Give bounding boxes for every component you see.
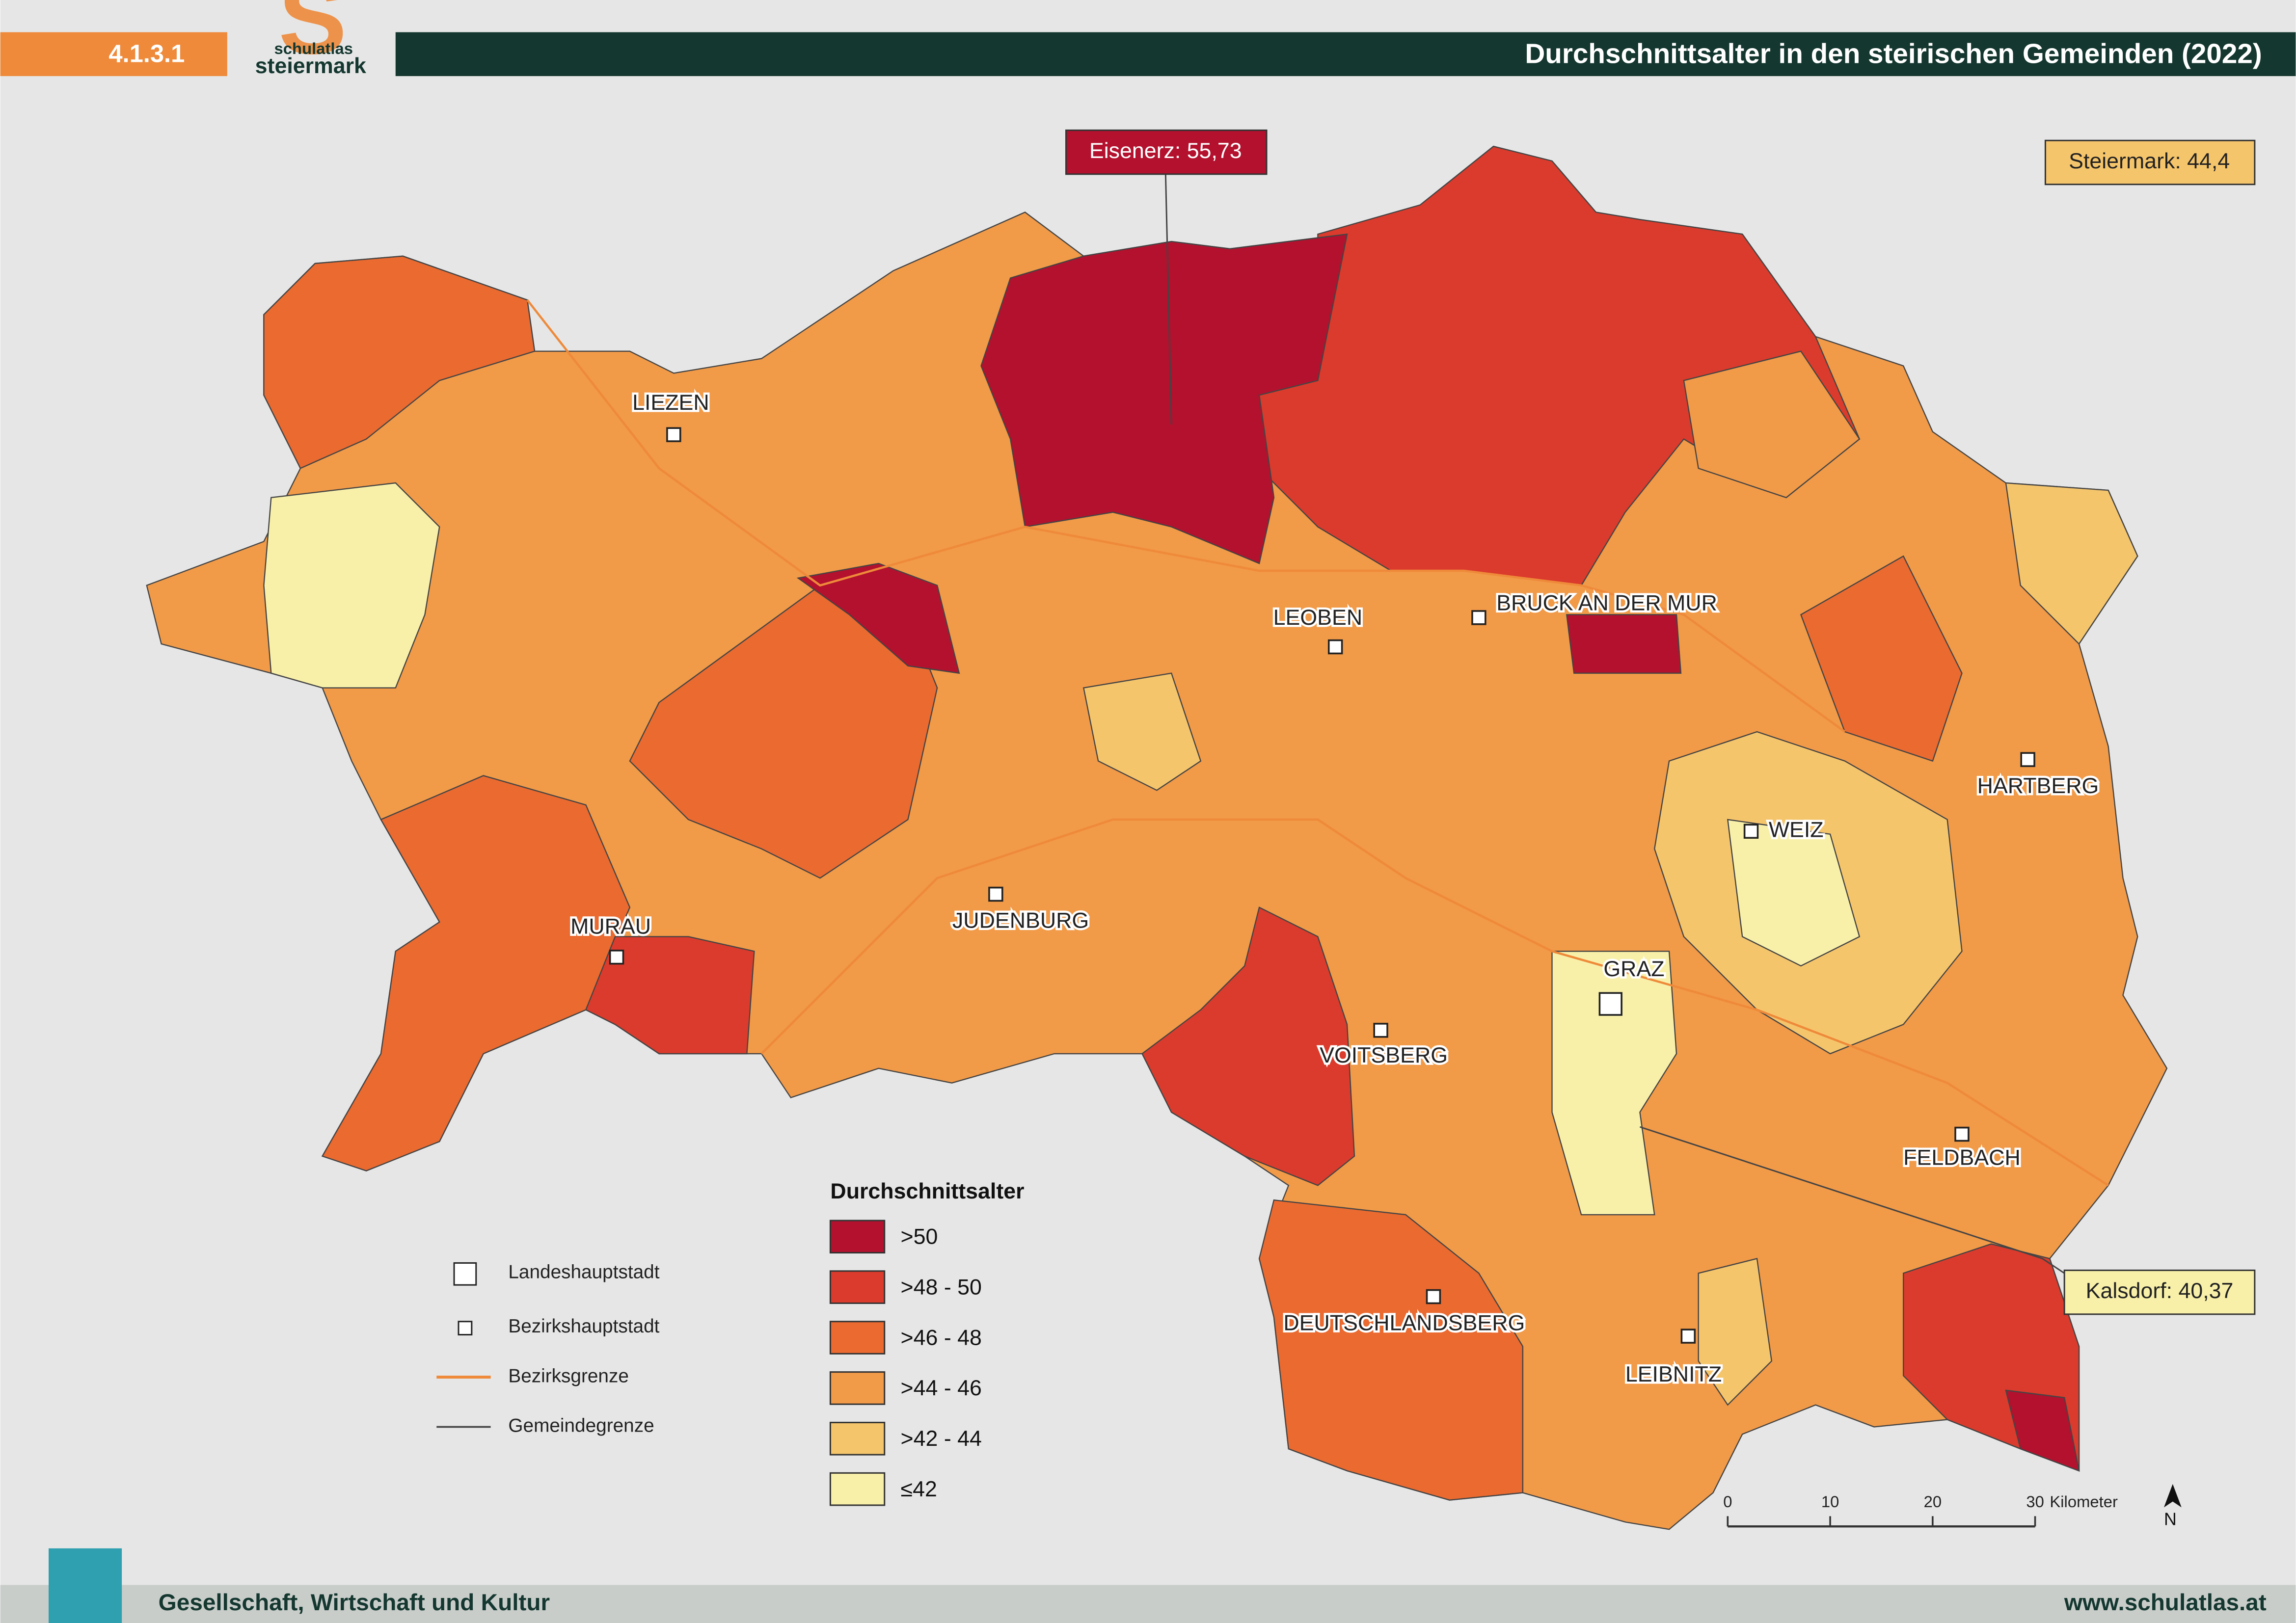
callout-box xyxy=(2063,1269,2256,1315)
legend-label: >46 - 48 xyxy=(901,1326,982,1350)
symbol-label: Gemeindegrenze xyxy=(508,1415,654,1437)
symbol-label: Bezirkshauptstadt xyxy=(508,1316,659,1337)
region xyxy=(1141,906,1355,1186)
title: Durchschnittsalter in den steirischen Ge… xyxy=(1525,38,2262,69)
region xyxy=(980,233,1348,564)
scale-label: 20 xyxy=(1924,1492,1942,1511)
legend-swatch xyxy=(829,1472,886,1506)
region xyxy=(796,562,960,674)
scale-unit: Kilometer xyxy=(2050,1492,2118,1511)
city-square xyxy=(1680,1329,1696,1344)
map-code: 4.1.3.1 xyxy=(108,40,185,68)
title-bar xyxy=(395,32,2296,77)
legend-label: >42 - 44 xyxy=(901,1427,982,1451)
city-square xyxy=(1471,610,1486,625)
region xyxy=(263,255,536,469)
city-label: JUDENBURG xyxy=(952,908,1089,932)
city-label: LEOBEN xyxy=(1273,606,1362,630)
region xyxy=(2005,1389,2080,1472)
symbol-label: Landeshauptstadt xyxy=(508,1262,659,1283)
city-label: LIEZEN xyxy=(632,391,709,415)
callout-box xyxy=(1065,129,1268,175)
footer-bar xyxy=(0,1585,2296,1623)
footer-left: Gesellschaft, Wirtschaft und Kultur xyxy=(159,1590,550,1616)
region xyxy=(263,482,440,689)
logo-s: S xyxy=(278,0,347,76)
city-label: BRUCK AN DER MUR xyxy=(1496,591,1717,615)
city-label: VOITSBERG xyxy=(1320,1043,1448,1067)
callout-box xyxy=(2044,139,2256,186)
scale-label: 30 xyxy=(2026,1492,2044,1511)
scale-label: 10 xyxy=(1821,1492,1839,1511)
city-square xyxy=(609,949,624,965)
city-square xyxy=(1954,1126,1970,1142)
city-square xyxy=(1426,1289,1441,1304)
city-square xyxy=(1373,1023,1388,1038)
callout: Steiermark: 44,4 xyxy=(2069,149,2230,173)
scale-label: 0 xyxy=(1723,1492,1732,1511)
region xyxy=(1082,672,1202,791)
city-label: LEIBNITZ xyxy=(1625,1362,1722,1386)
logo-top: schulatlas xyxy=(274,39,353,57)
region xyxy=(1683,350,1861,499)
city-layer: LIEZEN LEOBEN BRUCK AN DER MUR HARTBERG WEIZ… xyxy=(568,388,2101,1388)
legend-title: Durchschnittsalter xyxy=(830,1179,1024,1203)
city-square xyxy=(1743,824,1759,839)
map xyxy=(146,145,2168,1530)
legend-label: >44 - 46 xyxy=(901,1376,982,1400)
city-square xyxy=(1327,639,1343,655)
legend-swatch xyxy=(829,1371,886,1405)
city-square xyxy=(988,886,1003,902)
legend-swatch xyxy=(829,1220,886,1254)
code-bar xyxy=(0,32,227,77)
callout-leader xyxy=(1639,1126,2065,1274)
region xyxy=(1566,614,1682,674)
callout-leader xyxy=(1164,172,1172,425)
legend: >50 >48 - 50 >46 - 48 >44 - 46 >42 - 44 ≤42 xyxy=(829,1220,982,1506)
region xyxy=(585,936,755,1055)
footer-right: www.schulatlas.at xyxy=(2064,1590,2267,1616)
city-square xyxy=(2020,752,2035,767)
city-label: GRAZ xyxy=(1603,957,1664,981)
legend-label: >48 - 50 xyxy=(901,1275,982,1299)
legend-label: ≤42 xyxy=(901,1477,937,1501)
footer-icon xyxy=(49,1548,122,1623)
symbol-label: Bezirksgrenze xyxy=(508,1365,629,1386)
region xyxy=(1258,1199,1524,1501)
scale-bar: 0 10 20 30 Kilometer xyxy=(1723,1492,2118,1528)
region xyxy=(1698,1258,1773,1406)
district-border xyxy=(526,299,1846,733)
legend-swatch xyxy=(829,1321,886,1355)
logo-bottom: steiermark xyxy=(255,54,366,78)
city-label: WEIZ xyxy=(1769,818,1824,842)
north-arrow xyxy=(2163,1484,2182,1508)
callout: Eisenerz: 55,73 xyxy=(1089,139,1242,163)
symbol-capital xyxy=(453,1262,477,1286)
city-label: HARTBERG xyxy=(1977,774,2099,798)
region xyxy=(1800,555,1963,762)
callout: Kalsdorf: 40,37 xyxy=(2086,1279,2234,1303)
region xyxy=(321,775,631,1171)
city-label: DEUTSCHLANDSBERG xyxy=(1283,1311,1525,1335)
city-label: FELDBACH xyxy=(1903,1146,2021,1170)
city-square xyxy=(1598,992,1622,1016)
district-border xyxy=(760,818,2109,1187)
legend-swatch xyxy=(829,1421,886,1456)
city-label: MURAU xyxy=(570,914,651,938)
region xyxy=(1551,951,1677,1216)
region xyxy=(2005,482,2138,645)
legend-swatch xyxy=(829,1270,886,1304)
legend-label: >50 xyxy=(901,1225,938,1249)
symbol-district-town xyxy=(458,1321,473,1336)
city-square xyxy=(666,427,681,442)
north-label: N xyxy=(2164,1510,2177,1529)
region xyxy=(1727,819,1861,967)
